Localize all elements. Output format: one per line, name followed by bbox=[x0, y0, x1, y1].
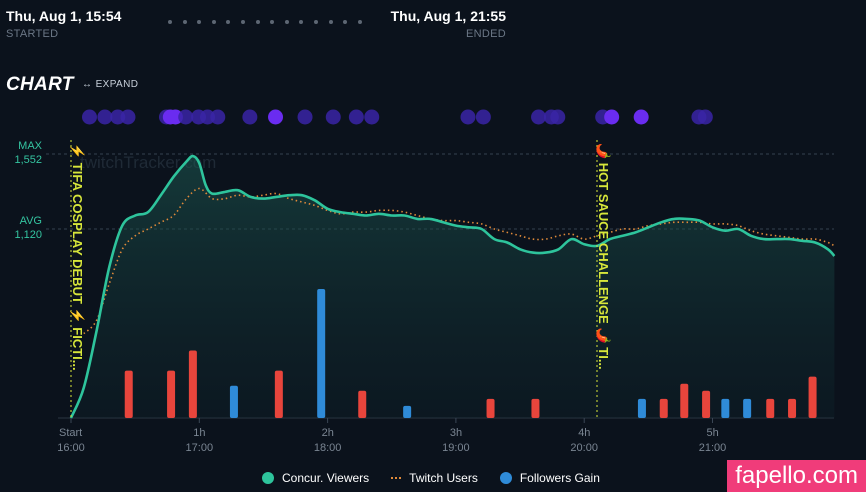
x-tick-label-top: 5h bbox=[707, 427, 719, 439]
max-title: MAX bbox=[18, 140, 42, 152]
dot bbox=[226, 20, 231, 24]
dot bbox=[284, 20, 289, 24]
event-dot[interactable] bbox=[268, 109, 284, 125]
follower-bar[interactable] bbox=[680, 383, 689, 418]
site-watermark: fapello.com bbox=[727, 460, 866, 492]
event-dot[interactable] bbox=[531, 109, 547, 125]
x-tick-label-top: 2h bbox=[322, 427, 334, 439]
marker-label-2: 🌶️ HOT SAUCE CHALLENGE 🌶️ TI... bbox=[595, 143, 611, 370]
event-dot[interactable] bbox=[550, 109, 566, 125]
event-dot[interactable] bbox=[460, 109, 476, 125]
follower-bar[interactable] bbox=[229, 385, 238, 418]
follower-bar[interactable] bbox=[659, 398, 668, 418]
start-label: STARTED bbox=[6, 28, 59, 40]
x-tick-label-top: 4h bbox=[578, 427, 590, 439]
event-dot[interactable] bbox=[325, 109, 341, 125]
event-dot[interactable] bbox=[364, 109, 380, 125]
x-tick-label-bottom: 17:00 bbox=[186, 442, 214, 454]
viewers-line bbox=[69, 154, 836, 419]
follower-bar[interactable] bbox=[637, 398, 646, 418]
legend-followers-label: Followers Gain bbox=[519, 471, 600, 485]
start-date: Thu, Aug 1, 15:54 bbox=[6, 8, 122, 24]
event-dot[interactable] bbox=[475, 109, 491, 125]
timeline-dots bbox=[168, 20, 372, 24]
x-tick-label-bottom: 19:00 bbox=[442, 442, 470, 454]
event-dot[interactable] bbox=[120, 109, 136, 125]
x-tick-label-top: 1h bbox=[193, 427, 205, 439]
follower-bar[interactable] bbox=[317, 289, 326, 418]
x-tick-label-bottom: 20:00 bbox=[570, 442, 598, 454]
dot bbox=[357, 20, 362, 24]
legend-viewers-swatch bbox=[262, 472, 274, 484]
event-dot[interactable] bbox=[200, 109, 216, 125]
event-dot[interactable] bbox=[348, 109, 364, 125]
event-dot[interactable] bbox=[110, 109, 126, 125]
event-dots bbox=[81, 109, 713, 125]
legend-followers-swatch bbox=[499, 472, 512, 484]
dot bbox=[197, 20, 202, 24]
x-tick-label-top: Start bbox=[59, 427, 82, 439]
follower-bar[interactable] bbox=[403, 405, 412, 418]
dot bbox=[168, 20, 172, 24]
dot bbox=[211, 20, 216, 24]
event-dot[interactable] bbox=[697, 109, 713, 125]
event-dot[interactable] bbox=[633, 109, 649, 125]
event-dot[interactable] bbox=[97, 109, 113, 125]
x-tick-label-bottom: 21:00 bbox=[699, 442, 727, 454]
event-dot[interactable] bbox=[167, 109, 183, 125]
avg-value: 1,120 bbox=[14, 229, 42, 241]
follower-bar[interactable] bbox=[124, 370, 133, 418]
dot bbox=[343, 20, 348, 24]
dot bbox=[182, 20, 187, 24]
x-axis: Start 16:00 1h 17:00 2h 18:00 3h 19:00 4h 20:00 5h… bbox=[57, 418, 726, 454]
followers-bars bbox=[124, 289, 817, 418]
dot bbox=[299, 20, 304, 24]
follower-bar[interactable] bbox=[743, 398, 752, 418]
avg-title: AVG bbox=[19, 215, 42, 227]
event-dot[interactable] bbox=[242, 109, 258, 125]
follower-bar[interactable] bbox=[167, 370, 176, 418]
legend-users-swatch bbox=[391, 477, 402, 479]
dot bbox=[313, 20, 318, 24]
follower-bar[interactable] bbox=[721, 398, 730, 418]
follower-bar[interactable] bbox=[808, 376, 817, 418]
dot bbox=[328, 20, 333, 24]
dot bbox=[255, 20, 260, 24]
legend-viewers[interactable]: Concur. Viewers bbox=[262, 471, 369, 485]
marker-label-1: ⚡ TIFA COSPLAY DEBUT ⚡ FICTI... bbox=[69, 143, 85, 371]
x-tick-label-top: 3h bbox=[450, 427, 462, 439]
event-dot[interactable] bbox=[604, 109, 620, 125]
event-dot[interactable] bbox=[297, 109, 313, 125]
follower-bar[interactable] bbox=[486, 398, 495, 418]
legend-users-label: Twitch Users bbox=[409, 471, 478, 485]
legend: Concur. Viewers Twitch Users Followers G… bbox=[262, 471, 622, 485]
event-dot[interactable] bbox=[178, 109, 194, 125]
max-value: 1,552 bbox=[14, 154, 42, 166]
dot bbox=[240, 20, 245, 24]
end-label: ENDED bbox=[465, 28, 506, 40]
follower-bar[interactable] bbox=[274, 370, 283, 418]
chart-title: CHART bbox=[6, 74, 74, 95]
end-date: Thu, Aug 1, 21:55 bbox=[390, 8, 506, 24]
y-avg-label: AVG 1,120 bbox=[6, 214, 42, 242]
y-max-label: MAX 1,552 bbox=[6, 139, 42, 167]
follower-bar[interactable] bbox=[702, 390, 711, 418]
follower-bar[interactable] bbox=[531, 398, 540, 418]
x-tick-label-bottom: 16:00 bbox=[57, 442, 85, 454]
event-dot[interactable] bbox=[210, 109, 226, 125]
follower-bar[interactable] bbox=[766, 398, 775, 418]
follower-bar[interactable] bbox=[188, 350, 197, 418]
legend-twitch-users[interactable]: Twitch Users bbox=[391, 471, 478, 485]
viewers-area bbox=[71, 156, 835, 419]
legend-followers[interactable]: Followers Gain bbox=[499, 471, 600, 485]
viewers-chart: twitchTracker.com ⚡ TIFA COSPLAY DEBUT ⚡… bbox=[46, 109, 836, 454]
legend-viewers-label: Concur. Viewers bbox=[282, 471, 370, 485]
stream-markers: ⚡ TIFA COSPLAY DEBUT ⚡ FICTI... 🌶️ HOT S… bbox=[69, 140, 611, 418]
follower-bar[interactable] bbox=[788, 398, 797, 418]
expand-button[interactable]: ↔ EXPAND bbox=[82, 79, 139, 90]
x-tick-label-bottom: 18:00 bbox=[314, 442, 342, 454]
follower-bar[interactable] bbox=[358, 390, 367, 418]
dot bbox=[270, 20, 275, 24]
event-dot[interactable] bbox=[81, 109, 97, 125]
